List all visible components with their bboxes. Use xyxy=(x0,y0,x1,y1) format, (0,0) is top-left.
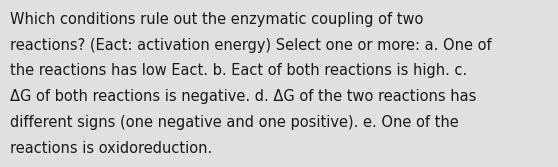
Text: different signs (one negative and one positive). e. One of the: different signs (one negative and one po… xyxy=(10,115,459,130)
Text: ΔG of both reactions is negative. d. ΔG of the two reactions has: ΔG of both reactions is negative. d. ΔG … xyxy=(10,89,477,104)
Text: Which conditions rule out the enzymatic coupling of two: Which conditions rule out the enzymatic … xyxy=(10,12,424,27)
Text: the reactions has low Eact. b. Eact of both reactions is high. c.: the reactions has low Eact. b. Eact of b… xyxy=(10,63,467,78)
Text: reactions is oxidoreduction.: reactions is oxidoreduction. xyxy=(10,141,212,156)
Text: reactions? (Eact: activation energy) Select one or more: a. One of: reactions? (Eact: activation energy) Sel… xyxy=(10,38,492,53)
